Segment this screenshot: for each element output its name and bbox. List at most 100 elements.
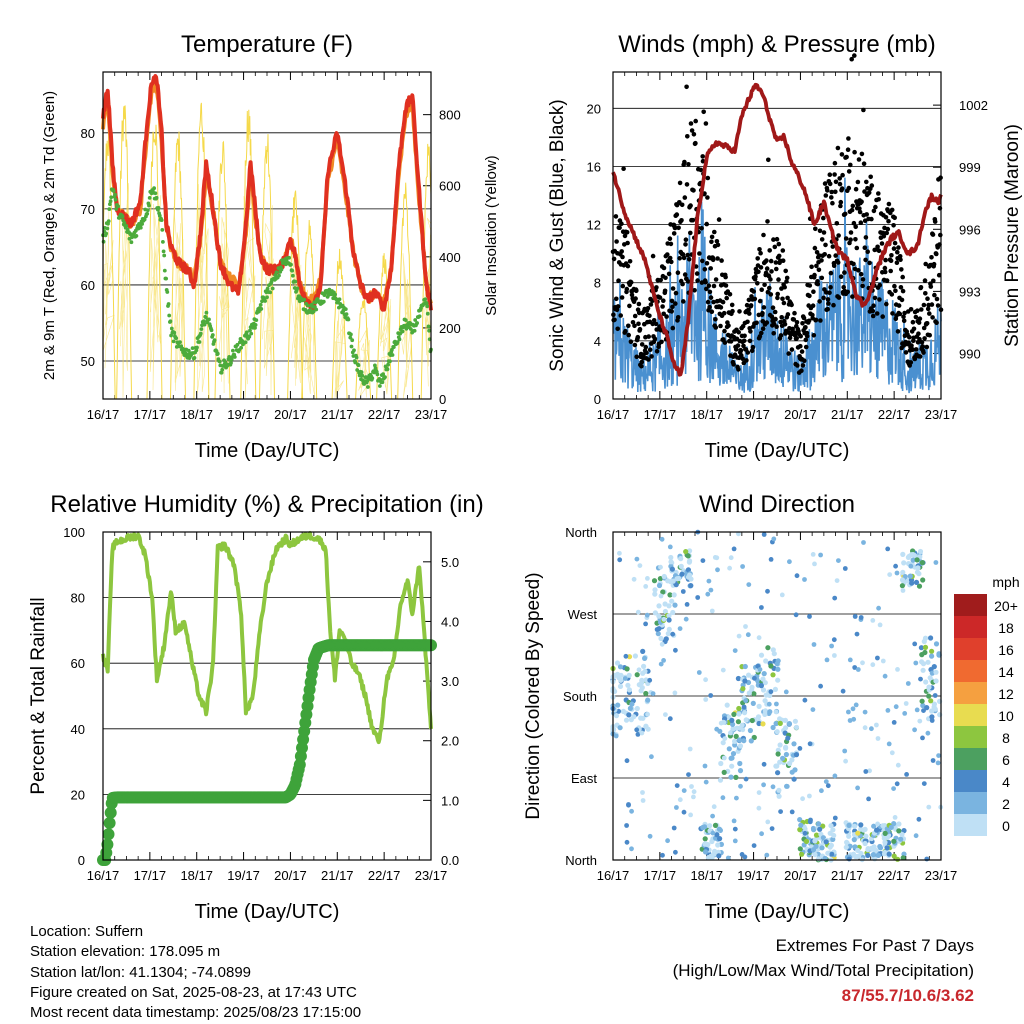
direction-point xyxy=(717,777,724,783)
gust-point xyxy=(789,347,795,352)
gust-point xyxy=(885,226,891,232)
direction-point xyxy=(758,652,765,658)
direction-point xyxy=(926,684,932,690)
colorbar-label: 14 xyxy=(998,664,1014,680)
direction-point xyxy=(831,637,837,643)
direction-point xyxy=(802,830,808,836)
gust-point xyxy=(615,304,621,309)
dewpoint-point xyxy=(253,323,258,327)
dewpoint-point xyxy=(249,331,254,336)
gust-point xyxy=(619,295,625,300)
direction-point xyxy=(762,698,768,704)
direction-point xyxy=(854,631,860,637)
direction-point xyxy=(632,653,639,659)
direction-point xyxy=(828,823,834,829)
dewpoint-point xyxy=(174,336,179,341)
direction-point xyxy=(618,672,624,678)
colorbar-swatch xyxy=(954,726,987,748)
direction-point xyxy=(770,784,776,790)
direction-point xyxy=(729,717,735,724)
gust-point xyxy=(861,161,867,166)
gust-point xyxy=(866,190,872,195)
direction-point xyxy=(819,788,824,794)
direction-point xyxy=(917,718,923,724)
gust-point xyxy=(690,217,696,223)
elevation-text: Station elevation: 178.095 m xyxy=(30,943,221,961)
direction-point xyxy=(776,793,782,799)
y-tick-label: 0 xyxy=(594,392,601,407)
gust-point xyxy=(673,290,679,296)
rainfall-point xyxy=(103,817,116,829)
direction-point xyxy=(775,677,781,683)
station-info: Location: Suffern Station elevation: 178… xyxy=(30,922,361,1023)
gust-point xyxy=(853,186,859,192)
gust-point xyxy=(746,297,752,303)
gust-point xyxy=(802,358,807,364)
dewpoint-point xyxy=(217,359,222,364)
gust-point xyxy=(792,310,797,316)
wind-series xyxy=(612,177,942,394)
direction-point xyxy=(746,690,752,696)
gust-point xyxy=(913,314,919,320)
dewpoint-point xyxy=(258,303,263,307)
direction-point xyxy=(760,687,767,693)
y-tick-label: 16 xyxy=(587,159,601,174)
y2-tick-label: 996 xyxy=(959,222,981,237)
gust-point xyxy=(849,207,855,213)
gust-point xyxy=(803,337,809,343)
gust-point xyxy=(838,199,844,205)
direction-point xyxy=(736,711,742,717)
gust-point xyxy=(812,245,818,251)
direction-point xyxy=(816,821,822,827)
y-tick-label: 80 xyxy=(71,591,85,606)
direction-point xyxy=(773,720,779,727)
direction-point xyxy=(830,836,836,843)
dewpoint-point xyxy=(321,299,326,304)
gust-point xyxy=(654,285,659,290)
gust-point xyxy=(852,53,857,58)
gust-point xyxy=(688,230,693,236)
direction-point xyxy=(660,852,665,858)
direction-point xyxy=(889,750,895,756)
direction-point xyxy=(852,614,858,619)
direction-point xyxy=(702,763,708,769)
gust-point xyxy=(776,277,781,282)
gust-point xyxy=(716,217,722,222)
dewpoint-point xyxy=(235,342,240,347)
direction-point xyxy=(627,705,634,712)
dewpoint-point xyxy=(400,329,405,334)
gust-point xyxy=(749,348,755,354)
dewpoint-point xyxy=(153,191,158,196)
direction-point xyxy=(695,595,701,600)
gust-point xyxy=(892,215,897,221)
dewpoint-point xyxy=(129,240,134,245)
direction-point xyxy=(891,720,897,725)
dewpoint-point xyxy=(380,380,385,385)
gust-point xyxy=(899,297,905,303)
dewpoint-point xyxy=(161,249,166,254)
dewpoint-point xyxy=(248,328,252,333)
dewpoint-point xyxy=(289,262,293,267)
plot-border xyxy=(102,71,432,400)
direction-point xyxy=(921,638,927,645)
dewpoint-point xyxy=(244,330,249,335)
gust-point xyxy=(858,271,864,277)
direction-point xyxy=(823,839,829,845)
direction-point xyxy=(680,589,686,594)
direction-point xyxy=(639,730,645,736)
direction-point xyxy=(665,838,670,844)
direction-point xyxy=(776,787,782,793)
gust-point xyxy=(856,268,861,273)
gust-point xyxy=(685,279,691,284)
gust-point xyxy=(701,109,706,115)
direction-point xyxy=(756,790,762,795)
gust-point xyxy=(767,285,772,291)
gust-point xyxy=(853,224,858,230)
gust-point xyxy=(649,354,654,359)
dewpoint-point xyxy=(147,203,151,208)
direction-point xyxy=(663,636,669,642)
dewpoint-point xyxy=(212,338,217,342)
rainfall-point xyxy=(102,828,115,841)
gust-point xyxy=(704,261,710,266)
direction-point xyxy=(729,755,735,761)
